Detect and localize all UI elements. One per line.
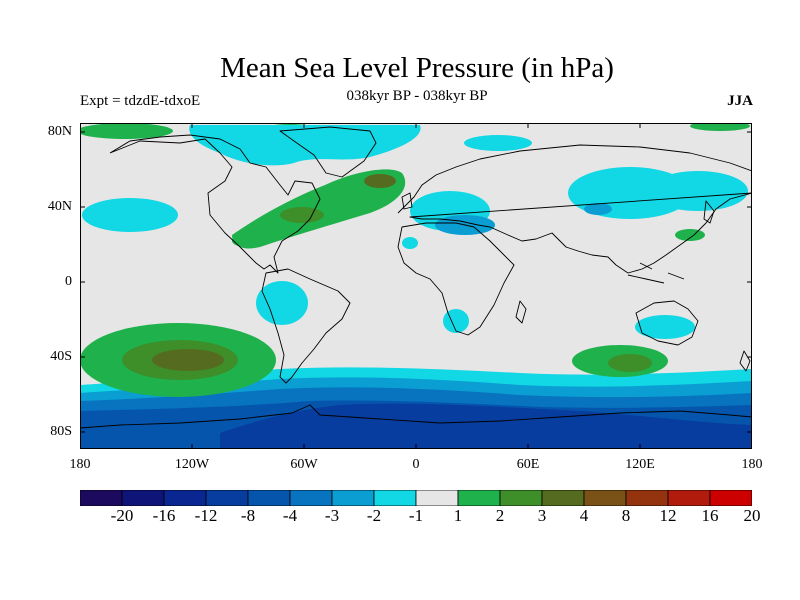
legend-swatch-14 — [667, 490, 711, 506]
lat-label-80s: 80S — [50, 424, 72, 439]
pos-np-west — [80, 123, 173, 139]
color-legend-bar — [80, 490, 752, 506]
coast-eurasia — [397, 144, 752, 274]
coast-japan — [703, 200, 715, 224]
legend-label-4: -4 — [282, 506, 298, 525]
legend-label-3: -8 — [240, 506, 256, 525]
lat-label-80n: 80N — [47, 124, 72, 139]
neg-arctic — [189, 125, 421, 166]
neg-east-asia-core — [584, 203, 612, 215]
pos-samerica — [232, 235, 260, 247]
lon-ticks — [191, 123, 641, 449]
legend-label-15: 20 — [743, 506, 761, 525]
legend-swatch-3 — [205, 490, 249, 506]
lon-label-120w: 120W — [174, 457, 210, 472]
pos-si-inner — [608, 354, 652, 372]
neg-npac-east — [82, 198, 178, 232]
neg-south-africa — [443, 309, 469, 333]
legend-swatch-4 — [247, 490, 291, 506]
legend-label-7: -1 — [408, 506, 424, 525]
coast-uk — [401, 192, 413, 210]
legend-swatch-5 — [289, 490, 333, 506]
pos-na-inner1 — [280, 207, 324, 223]
legend-label-8: 1 — [453, 506, 463, 525]
legend-label-2: -12 — [194, 506, 218, 525]
lon-label-180e: 180 — [741, 457, 763, 472]
coast-north-america — [109, 134, 321, 274]
period-label: 038kyr BP - 038kyr BP — [346, 88, 488, 104]
legend-swatch-9 — [457, 490, 501, 506]
coast-new-zealand — [739, 350, 751, 372]
lon-label-60w: 60W — [290, 457, 318, 472]
season-label: JJA — [727, 93, 753, 109]
experiment-label: Expt = tdzdE-tdxoE — [80, 93, 201, 109]
legend-label-12: 8 — [621, 506, 631, 525]
lat-label-0: 0 — [65, 274, 72, 289]
neg-east-asia — [648, 171, 748, 211]
legend-swatch-11 — [541, 490, 585, 506]
coast-australia — [635, 300, 699, 346]
legend-label-11: 4 — [579, 506, 589, 525]
lon-label-180w: 180 — [69, 457, 91, 472]
coast-africa — [397, 222, 515, 336]
legend-label-0: -20 — [110, 506, 134, 525]
pos-na-inner2 — [364, 174, 396, 188]
lon-label-60e: 60E — [516, 457, 540, 472]
legend-swatch-8 — [415, 490, 459, 506]
pos-wpac — [675, 229, 705, 241]
legend-label-13: 12 — [659, 506, 677, 525]
lon-label-120e: 120E — [625, 457, 655, 472]
coast-greenland — [279, 126, 377, 178]
neg-arctic-east — [464, 135, 532, 151]
neg-central-am — [256, 281, 308, 325]
legend-label-14: 16 — [701, 506, 719, 525]
legend-swatch-10 — [499, 490, 543, 506]
lat-label-40n: 40N — [47, 199, 72, 214]
coast-antarctica — [80, 404, 752, 429]
pos-na-outer — [232, 169, 406, 249]
legend-label-1: -16 — [152, 506, 176, 525]
band-neg8 — [220, 403, 752, 449]
legend-label-5: -3 — [324, 506, 340, 525]
pos-sp-inner — [152, 349, 224, 371]
legend-label-10: 3 — [537, 506, 547, 525]
legend-label-6: -2 — [366, 506, 382, 525]
legend-swatch-6 — [331, 490, 375, 506]
coast-indonesia — [627, 262, 685, 284]
pressure-map — [80, 123, 752, 449]
pos-arctic — [690, 123, 750, 131]
lon-label-0: 0 — [412, 457, 420, 472]
legend-swatch-1 — [121, 490, 165, 506]
legend-swatch-13 — [625, 490, 669, 506]
legend-swatch-15 — [709, 490, 752, 506]
lat-label-40s: 40S — [50, 349, 72, 364]
legend-swatch-12 — [583, 490, 627, 506]
lat-ticks — [80, 131, 752, 433]
coastlines — [80, 126, 752, 429]
legend-swatch-0 — [80, 490, 123, 506]
coast-south-america — [261, 268, 351, 384]
neg-australia — [635, 315, 695, 339]
legend-label-9: 2 — [495, 506, 505, 525]
coast-madagascar — [515, 300, 527, 324]
legend-swatch-2 — [163, 490, 207, 506]
map-title: Mean Sea Level Pressure (in hPa) — [220, 52, 614, 84]
legend-swatch-7 — [373, 490, 417, 506]
neg-atlantic-small — [402, 237, 418, 249]
contour-fills — [80, 123, 752, 449]
